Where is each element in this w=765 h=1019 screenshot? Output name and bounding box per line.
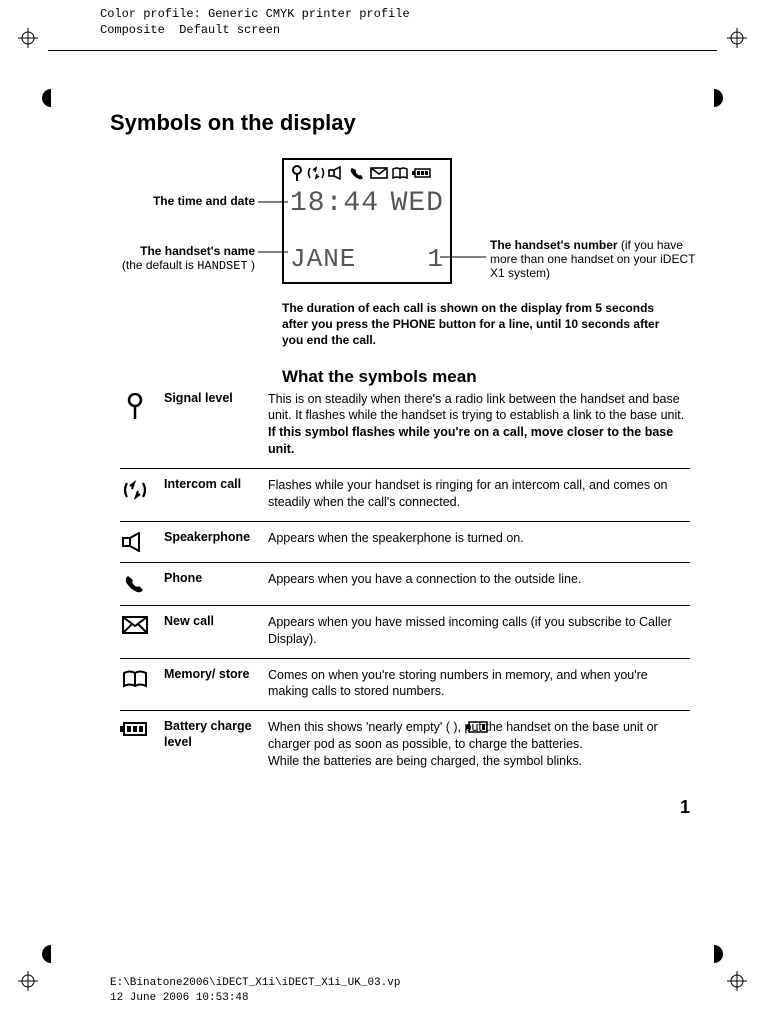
lcd-line-name: JANE 1 <box>290 246 444 272</box>
battery-low-icon <box>466 721 490 733</box>
signal-icon <box>290 165 304 181</box>
half-mark-icon <box>42 945 60 963</box>
display-diagram: The time and date The handset's name (th… <box>120 158 690 284</box>
symbol-row: Phone Appears when you have a connection… <box>120 563 690 606</box>
symbol-row: Battery charge level When this shows 'ne… <box>120 711 690 780</box>
footer-line1: E:\Binatone2006\iDECT_X1i\iDECT_X1i_UK_0… <box>110 977 400 989</box>
symbol-desc: Appears when the speakerphone is turned … <box>268 530 690 547</box>
symbol-desc-bold: If this symbol flashes while you're on a… <box>268 425 673 456</box>
half-mark-icon <box>42 89 60 107</box>
footer-meta: E:\Binatone2006\iDECT_X1i\iDECT_X1i_UK_0… <box>110 976 400 1005</box>
envelope-icon <box>370 166 388 180</box>
header-rule <box>48 50 717 51</box>
page-number: 1 <box>680 797 690 818</box>
duration-note: The duration of each call is shown on th… <box>282 300 682 349</box>
reg-mark-icon <box>727 971 747 991</box>
symbol-label: New call <box>164 614 254 630</box>
label-handset-default: HANDSET <box>197 259 247 273</box>
symbol-desc-text: This is on steadily when there's a radio… <box>268 392 684 423</box>
battery-icon <box>120 719 150 737</box>
labels-right: The handset's number (if you have more t… <box>452 158 690 284</box>
reg-mark-icon <box>727 28 747 48</box>
lcd-status-icons <box>290 164 444 182</box>
lcd-time: 18:44 <box>290 190 379 218</box>
symbol-desc-text: When this shows 'nearly empty' ( ), put … <box>268 720 658 751</box>
label-time-date: The time and date <box>120 194 255 208</box>
symbol-label: Phone <box>164 571 254 587</box>
intercom-icon <box>120 477 150 501</box>
footer-line2: 12 June 2006 10:53:48 <box>110 992 249 1004</box>
lcd-line-time: 18:44 WED <box>290 190 444 218</box>
symbol-label: Signal level <box>164 391 254 407</box>
reg-mark-icon <box>18 28 38 48</box>
symbol-row: Signal level This is on steadily when th… <box>120 391 690 470</box>
label-handset-name-line1: The handset's name <box>140 244 255 258</box>
half-mark-icon <box>705 89 723 107</box>
label-handset-paren-open: (the default is <box>122 258 197 272</box>
lcd-day: WED <box>391 190 444 218</box>
symbol-label: Memory/ store <box>164 667 254 683</box>
symbol-desc: Appears when you have a connection to th… <box>268 571 690 588</box>
page: Color profile: Generic CMYK printer prof… <box>0 0 765 1019</box>
symbol-label: Intercom call <box>164 477 254 493</box>
symbol-label: Battery charge level <box>164 719 254 750</box>
book-icon <box>120 667 150 689</box>
symbol-desc: This is on steadily when there's a radio… <box>268 391 690 459</box>
symbol-desc-text2: While the batteries are being charged, t… <box>268 754 582 768</box>
speaker-icon <box>328 166 346 180</box>
labels-left: The time and date The handset's name (th… <box>120 158 282 284</box>
lcd-screen: 18:44 WED JANE 1 <box>282 158 452 284</box>
page-title: Symbols on the display <box>110 110 690 136</box>
symbol-desc: Comes on when you're storing numbers in … <box>268 667 690 701</box>
symbol-desc: Appears when you have missed incoming ca… <box>268 614 690 648</box>
symbol-row: Intercom call Flashes while your handset… <box>120 469 690 522</box>
intercom-icon <box>307 165 325 181</box>
speaker-icon <box>120 530 150 552</box>
label-handset-name: The handset's name (the default is HANDS… <box>120 244 255 273</box>
profile-line1: Color profile: Generic CMYK printer prof… <box>100 7 410 21</box>
envelope-icon <box>120 614 150 634</box>
symbol-row: Memory/ store Comes on when you're stori… <box>120 659 690 712</box>
battery-icon <box>412 166 434 180</box>
label-handset-paren-close: ) <box>248 258 255 272</box>
signal-icon <box>120 391 150 419</box>
label-handset-number: The handset's number (if you have more t… <box>490 238 700 280</box>
symbols-table: Signal level This is on steadily when th… <box>120 391 690 780</box>
header-meta: Color profile: Generic CMYK printer prof… <box>100 7 410 38</box>
lcd-number: 1 <box>427 246 444 272</box>
phone-icon <box>349 166 367 180</box>
leader-line <box>440 256 486 258</box>
half-mark-icon <box>705 945 723 963</box>
symbol-row: Speakerphone Appears when the speakerpho… <box>120 522 690 563</box>
symbol-desc: Flashes while your handset is ringing fo… <box>268 477 690 511</box>
reg-mark-icon <box>18 971 38 991</box>
symbol-label: Speakerphone <box>164 530 254 546</box>
subheading: What the symbols mean <box>282 367 690 387</box>
profile-line2: Composite Default screen <box>100 23 280 37</box>
book-icon <box>391 166 409 180</box>
phone-icon <box>120 571 150 595</box>
content: Symbols on the display The time and date… <box>110 110 690 780</box>
lcd-name: JANE <box>290 246 356 272</box>
symbol-desc: When this shows 'nearly empty' ( ), put … <box>268 719 690 770</box>
symbol-row: New call Appears when you have missed in… <box>120 606 690 659</box>
label-handset-number-bold: The handset's number <box>490 238 618 252</box>
